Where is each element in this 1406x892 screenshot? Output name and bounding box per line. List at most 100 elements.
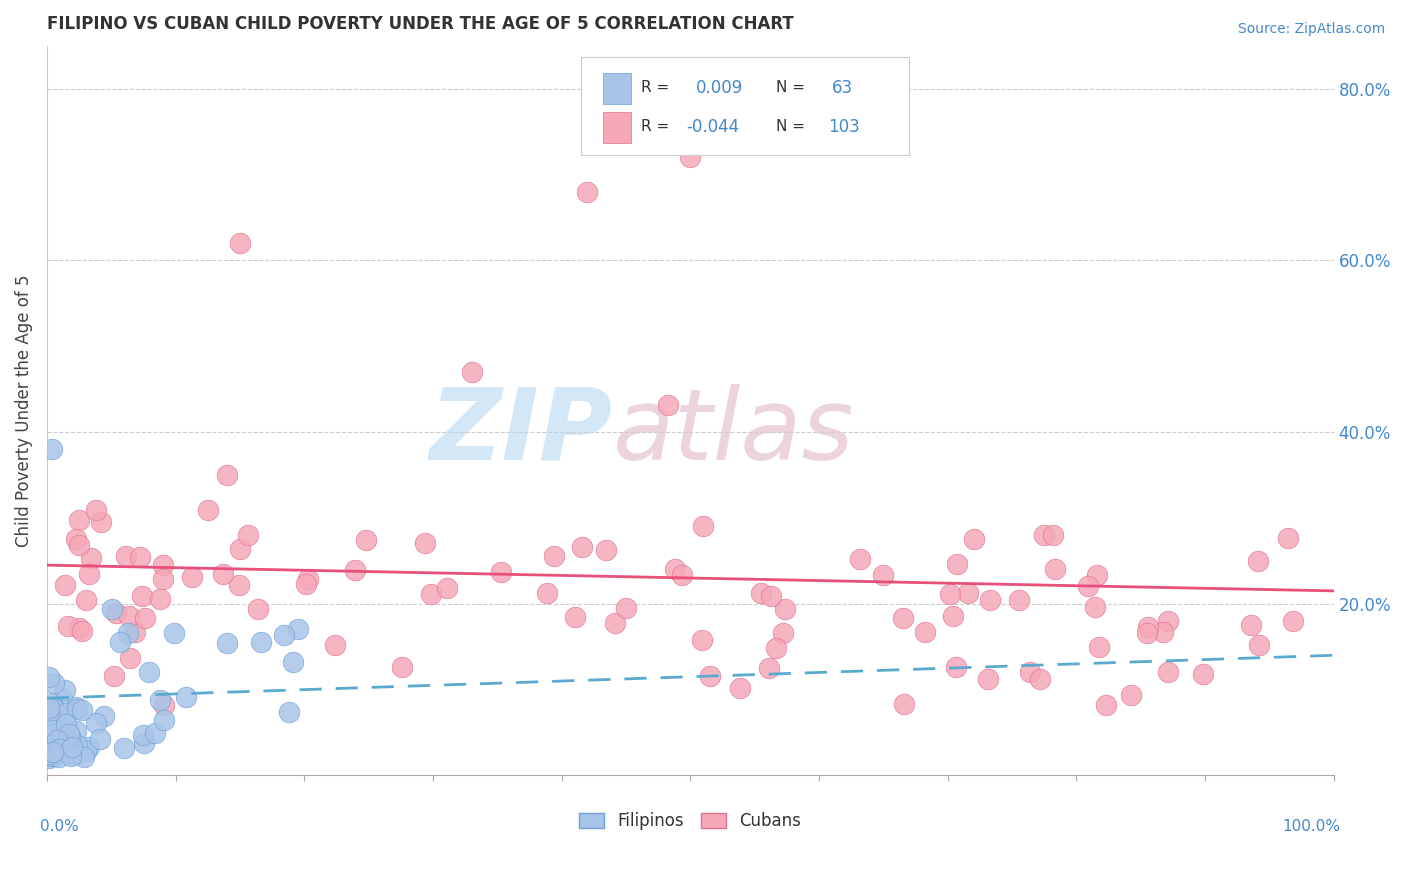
Point bbox=[690, 633, 713, 648]
Point bbox=[197, 503, 219, 517]
Point bbox=[117, 626, 139, 640]
Point bbox=[543, 549, 565, 563]
Text: atlas: atlas bbox=[613, 384, 855, 481]
Point bbox=[211, 567, 233, 582]
Point bbox=[343, 563, 366, 577]
Point bbox=[1247, 638, 1270, 652]
Point bbox=[66, 702, 89, 716]
Point bbox=[939, 587, 962, 601]
Point bbox=[89, 732, 111, 747]
Point bbox=[297, 572, 319, 586]
FancyBboxPatch shape bbox=[581, 56, 910, 155]
Point bbox=[893, 697, 915, 711]
Point bbox=[67, 512, 90, 526]
Point bbox=[956, 586, 979, 600]
Point bbox=[38, 751, 60, 765]
Point bbox=[765, 640, 787, 655]
Point bbox=[53, 683, 76, 698]
Legend: Filipinos, Cubans: Filipinos, Cubans bbox=[572, 805, 808, 837]
Point bbox=[1018, 665, 1040, 680]
Point bbox=[215, 467, 238, 482]
Point bbox=[1084, 599, 1107, 614]
FancyBboxPatch shape bbox=[603, 112, 631, 143]
Point bbox=[228, 578, 250, 592]
Point bbox=[105, 606, 128, 620]
Point bbox=[1282, 614, 1305, 628]
Point bbox=[163, 625, 186, 640]
Point bbox=[66, 738, 89, 752]
Point bbox=[55, 706, 77, 721]
Point bbox=[115, 549, 138, 563]
Text: R =: R = bbox=[641, 80, 669, 95]
Point bbox=[59, 730, 82, 744]
Point bbox=[1136, 626, 1159, 640]
Point bbox=[152, 572, 174, 586]
Point bbox=[152, 698, 174, 712]
Point bbox=[80, 551, 103, 566]
Point bbox=[595, 542, 617, 557]
Point bbox=[664, 562, 686, 576]
Point bbox=[42, 676, 65, 690]
Point bbox=[38, 669, 60, 683]
Point bbox=[90, 515, 112, 529]
Point bbox=[134, 611, 156, 625]
Point bbox=[278, 705, 301, 719]
Point bbox=[77, 567, 100, 582]
Point bbox=[692, 518, 714, 533]
Text: N =: N = bbox=[776, 120, 806, 134]
Point bbox=[679, 150, 702, 164]
Point bbox=[58, 727, 80, 741]
Point bbox=[70, 624, 93, 638]
Point bbox=[1087, 568, 1109, 582]
Point bbox=[46, 718, 69, 732]
Point bbox=[460, 365, 482, 379]
Point bbox=[77, 739, 100, 754]
Y-axis label: Child Poverty Under the Age of 5: Child Poverty Under the Age of 5 bbox=[15, 275, 32, 547]
Point bbox=[287, 622, 309, 636]
Point bbox=[65, 747, 87, 761]
Point bbox=[67, 621, 90, 635]
Point bbox=[59, 748, 82, 763]
Point bbox=[181, 569, 204, 583]
Point bbox=[112, 741, 135, 756]
Point bbox=[247, 602, 270, 616]
Point bbox=[1028, 672, 1050, 686]
Point bbox=[914, 625, 936, 640]
Point bbox=[103, 669, 125, 683]
Point bbox=[1043, 562, 1066, 576]
Point bbox=[131, 589, 153, 603]
Point bbox=[1240, 618, 1263, 632]
Point bbox=[759, 589, 782, 603]
Point bbox=[571, 540, 593, 554]
Point bbox=[1094, 698, 1116, 713]
Point bbox=[93, 709, 115, 723]
Point bbox=[124, 625, 146, 640]
Point bbox=[614, 601, 637, 615]
Point bbox=[229, 542, 252, 557]
Point bbox=[391, 659, 413, 673]
Point bbox=[42, 723, 65, 737]
Point bbox=[73, 750, 96, 764]
Point bbox=[45, 733, 67, 747]
Point bbox=[149, 693, 172, 707]
Point bbox=[942, 609, 965, 624]
Point bbox=[1192, 666, 1215, 681]
Text: ZIP: ZIP bbox=[430, 384, 613, 481]
Point bbox=[65, 532, 87, 546]
Point bbox=[273, 628, 295, 642]
Point bbox=[67, 538, 90, 552]
Point bbox=[758, 661, 780, 675]
Point bbox=[1157, 614, 1180, 628]
Point bbox=[42, 745, 65, 759]
Point bbox=[1247, 554, 1270, 568]
Point bbox=[1137, 620, 1160, 634]
Point bbox=[132, 736, 155, 750]
Point bbox=[149, 591, 172, 606]
Text: 100.0%: 100.0% bbox=[1282, 819, 1340, 834]
Point bbox=[60, 739, 83, 754]
Point bbox=[671, 567, 693, 582]
Text: -0.044: -0.044 bbox=[686, 118, 740, 136]
Text: 0.0%: 0.0% bbox=[41, 819, 79, 834]
Point bbox=[41, 749, 63, 764]
Point bbox=[872, 568, 894, 582]
